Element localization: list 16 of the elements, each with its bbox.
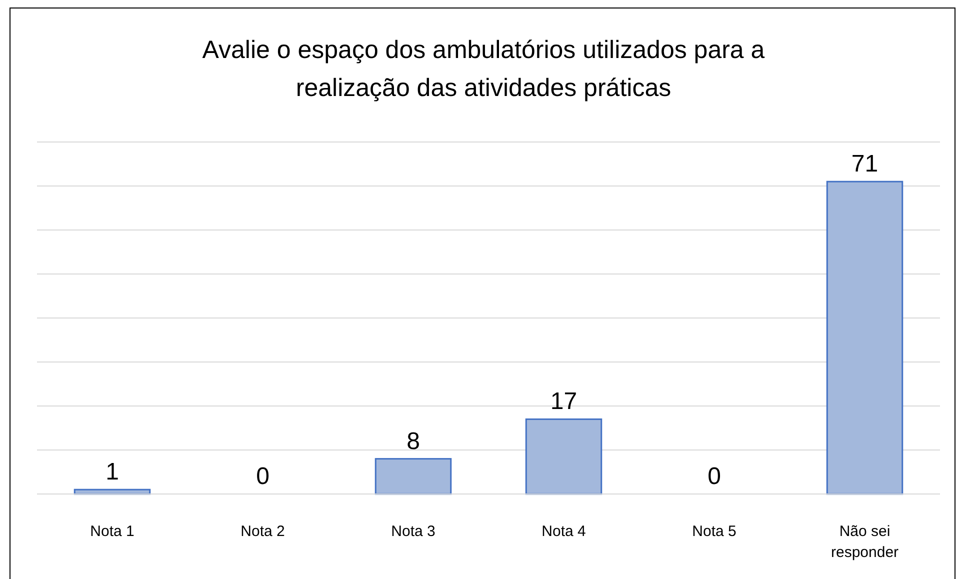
data-label: 1: [106, 458, 119, 486]
x-tick-label: Não sei responder: [830, 523, 899, 561]
x-tick-label: Nota 1: [90, 523, 134, 540]
bar: [826, 180, 904, 495]
x-tick-label: Nota 4: [542, 523, 586, 540]
x-tick-label: Nota 3: [391, 523, 436, 540]
data-label: 0: [708, 463, 721, 490]
chart-title: Avalie o espaço dos ambulatórios utilizados para a realização das atividades práticas: [202, 36, 765, 102]
data-label: 17: [550, 388, 578, 416]
data-label: 71: [851, 150, 878, 178]
data-label: 8: [406, 428, 420, 455]
data-label: 0: [256, 463, 270, 490]
bar: [374, 458, 452, 495]
x-tick-label: Nota 5: [692, 523, 736, 540]
x-tick-label: Nota 2: [240, 523, 285, 540]
bar: [525, 418, 602, 495]
